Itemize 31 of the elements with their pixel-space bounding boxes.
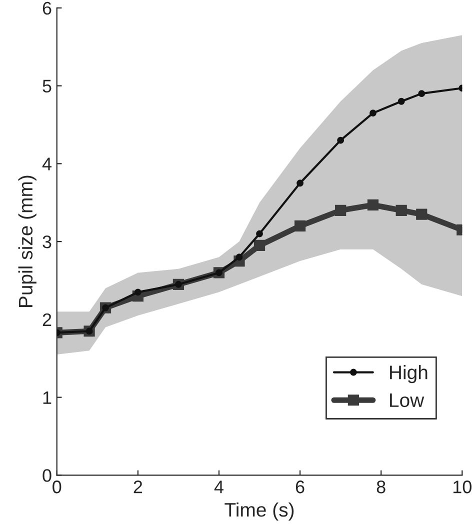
point xyxy=(416,208,428,220)
y-tick-label: 2 xyxy=(42,313,52,326)
y-axis-title: Pupil size (mm) xyxy=(18,176,36,307)
point xyxy=(367,199,379,211)
point xyxy=(254,240,266,252)
y-tick-label: 0 xyxy=(42,469,52,482)
y-tick-label: 6 xyxy=(42,2,52,15)
x-axis-title: Time (s) xyxy=(224,502,294,521)
legend-label: Low xyxy=(390,394,424,408)
point xyxy=(337,136,344,144)
y-tick-label: 1 xyxy=(43,391,52,404)
point xyxy=(398,98,405,105)
x-tick-label: 10 xyxy=(453,480,472,494)
point xyxy=(335,204,346,216)
point xyxy=(294,220,306,232)
point xyxy=(296,180,304,187)
point xyxy=(418,90,426,98)
x-tick-label: 6 xyxy=(296,480,304,494)
x-tick-label: 8 xyxy=(376,480,386,494)
x-tick-label: 2 xyxy=(134,480,142,494)
y-tick-label: 3 xyxy=(42,235,52,248)
y-tick-label: 5 xyxy=(42,80,52,93)
point xyxy=(256,230,263,238)
point xyxy=(236,254,243,261)
point xyxy=(134,288,142,296)
x-tick-label: 4 xyxy=(214,480,224,494)
point xyxy=(370,110,376,117)
point xyxy=(396,204,407,216)
x-tick-label: 0 xyxy=(52,480,62,494)
legend-label: High xyxy=(390,365,428,384)
y-tick-label: 4 xyxy=(42,158,52,170)
